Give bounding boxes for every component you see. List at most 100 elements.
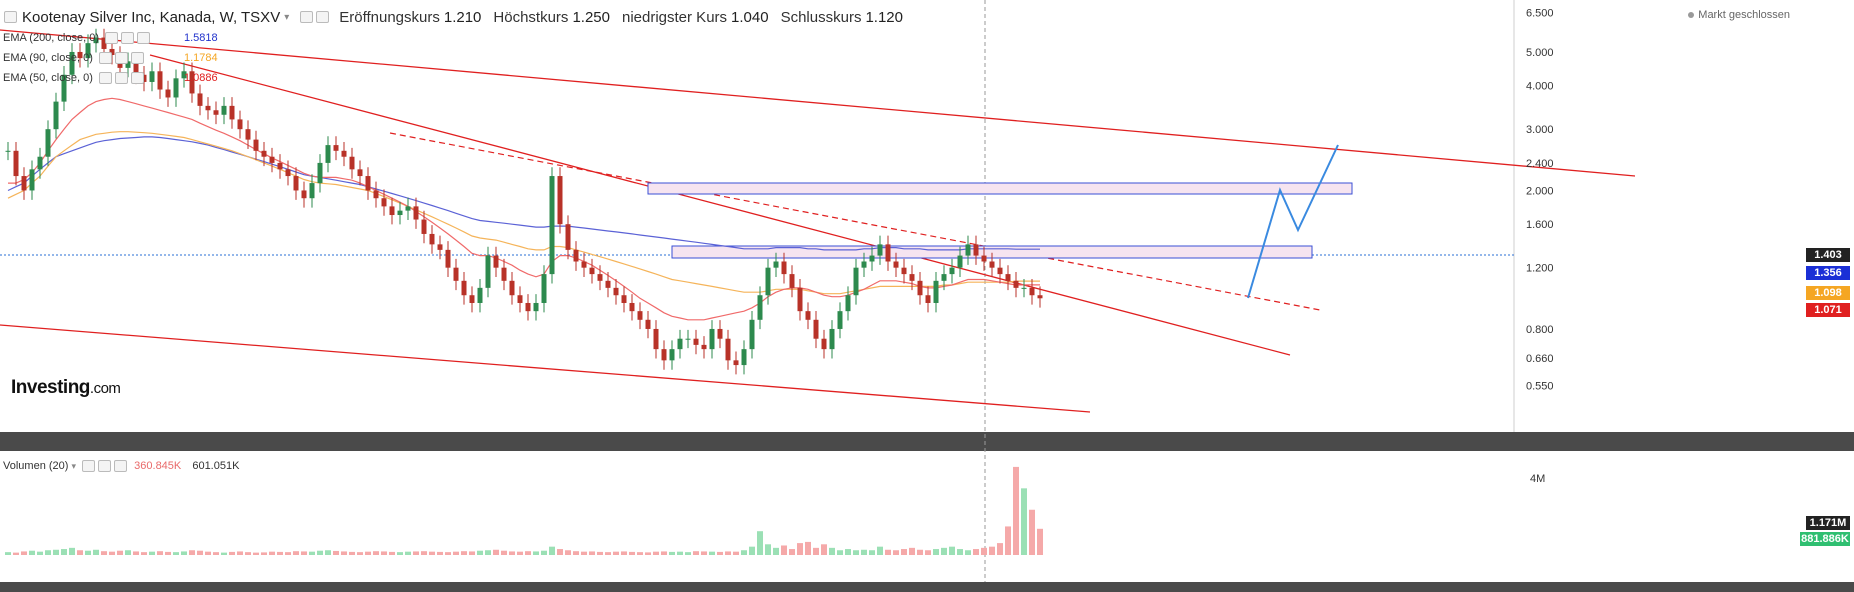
eye-icon[interactable] xyxy=(98,460,112,473)
candle xyxy=(493,246,499,278)
candle-body xyxy=(485,255,491,288)
close-icon[interactable] xyxy=(137,32,151,45)
settings-icon[interactable] xyxy=(98,52,112,65)
chevron-down-icon[interactable]: ▾ xyxy=(71,461,77,471)
close-icon[interactable] xyxy=(130,52,144,65)
eye-icon[interactable] xyxy=(114,72,128,85)
candle-body xyxy=(389,206,395,216)
settings-icon[interactable] xyxy=(300,11,314,23)
candle-body xyxy=(557,176,563,225)
candle-body xyxy=(325,145,331,163)
candle-body xyxy=(317,162,323,184)
candle-body xyxy=(245,129,251,140)
candle xyxy=(557,167,563,234)
ema-lines xyxy=(7,97,1040,321)
volume-bar xyxy=(197,550,203,555)
legend-ema200[interactable]: EMA (200, close, 0) 1.5818 xyxy=(3,32,218,45)
volume-bar xyxy=(637,552,643,555)
y-tick-label: 5.000 xyxy=(1526,47,1554,59)
volume-bar xyxy=(213,552,219,555)
candle xyxy=(693,329,699,355)
candle xyxy=(885,235,891,271)
volume-bar xyxy=(413,551,419,555)
volume-bar xyxy=(333,550,339,555)
candle xyxy=(149,62,155,92)
volume-bar xyxy=(685,552,691,555)
open-value: 1.210 xyxy=(443,8,482,26)
volume-bar xyxy=(253,552,259,555)
volume-bar xyxy=(549,546,555,555)
eye-icon[interactable] xyxy=(316,11,330,23)
settings-icon[interactable] xyxy=(82,460,96,473)
settings-icon[interactable] xyxy=(105,32,119,45)
candle xyxy=(685,329,691,349)
candle-body xyxy=(445,249,451,268)
legend-ema200-value: 1.5818 xyxy=(184,32,218,44)
volume-tag-2: 881.886K xyxy=(1800,532,1850,546)
eye-icon[interactable] xyxy=(121,32,135,45)
volume-bar xyxy=(533,551,539,555)
y-tick-label: 2.000 xyxy=(1526,185,1554,197)
collapse-icon[interactable] xyxy=(4,11,17,23)
legend-ema90[interactable]: EMA (90, close, 0) 1.1784 xyxy=(3,52,218,65)
candle xyxy=(229,97,235,129)
candle xyxy=(197,84,203,116)
candle xyxy=(805,302,811,330)
volume-bar xyxy=(813,547,819,555)
candle xyxy=(581,252,587,278)
candle-body xyxy=(893,261,899,268)
legend-ema50[interactable]: EMA (50, close, 0) 1.0886 xyxy=(3,72,218,85)
y-tick-label: 0.550 xyxy=(1526,381,1554,393)
y-axis-ticks: 6.500 5.000 4.000 3.000 2.400 2.000 1.600 1.200… xyxy=(1526,7,1554,392)
symbol-title[interactable]: Kootenay Silver Inc, Kanada, W, TSXV xyxy=(22,8,281,26)
candle xyxy=(997,258,1003,284)
candle-body xyxy=(549,176,555,275)
settings-icon[interactable] xyxy=(98,72,112,85)
volume-bar xyxy=(565,550,571,555)
candle-body xyxy=(501,267,507,281)
volume-bar xyxy=(997,543,1003,555)
eye-icon[interactable] xyxy=(114,52,128,65)
candle xyxy=(893,252,899,278)
candle-body xyxy=(229,105,235,120)
close-icon[interactable] xyxy=(114,460,128,473)
candle xyxy=(461,272,467,305)
candle-body xyxy=(173,78,179,98)
candle xyxy=(301,181,307,208)
candle xyxy=(205,97,211,120)
candle xyxy=(525,294,531,321)
volume-bar xyxy=(597,551,603,555)
volume-bar xyxy=(645,552,651,555)
candle xyxy=(749,310,755,359)
candle-body xyxy=(29,169,35,191)
candle xyxy=(421,210,427,244)
volume-legend[interactable]: Volumen (20) ▾ 360.845K 601.051K xyxy=(3,460,239,473)
volume-bar xyxy=(189,550,195,555)
candle xyxy=(821,329,827,359)
candle-body xyxy=(21,176,27,191)
candle xyxy=(589,258,595,284)
candle xyxy=(653,320,659,359)
volume-bar xyxy=(509,551,515,555)
candle-body xyxy=(861,261,867,268)
close-icon[interactable] xyxy=(130,72,144,85)
candle xyxy=(309,174,315,208)
candle xyxy=(29,160,35,200)
candle xyxy=(429,225,435,254)
candle-body xyxy=(525,302,531,312)
chevron-down-icon[interactable]: ▾ xyxy=(284,11,290,23)
candle xyxy=(21,167,27,200)
volume-bar xyxy=(173,552,179,555)
candle-body xyxy=(357,169,363,177)
candle-body xyxy=(213,110,219,115)
candle xyxy=(165,80,171,107)
candle-body xyxy=(109,48,115,56)
volume-bar xyxy=(381,551,387,555)
y-tick-label: 1.600 xyxy=(1526,219,1554,231)
volume-bar xyxy=(93,549,99,555)
candle-body xyxy=(37,156,43,170)
candle xyxy=(381,189,387,216)
chart-header: Kootenay Silver Inc, Kanada, W, TSXV ▾ E… xyxy=(4,4,915,30)
legend-ema50-label: EMA (50, close, 0) xyxy=(3,72,93,84)
